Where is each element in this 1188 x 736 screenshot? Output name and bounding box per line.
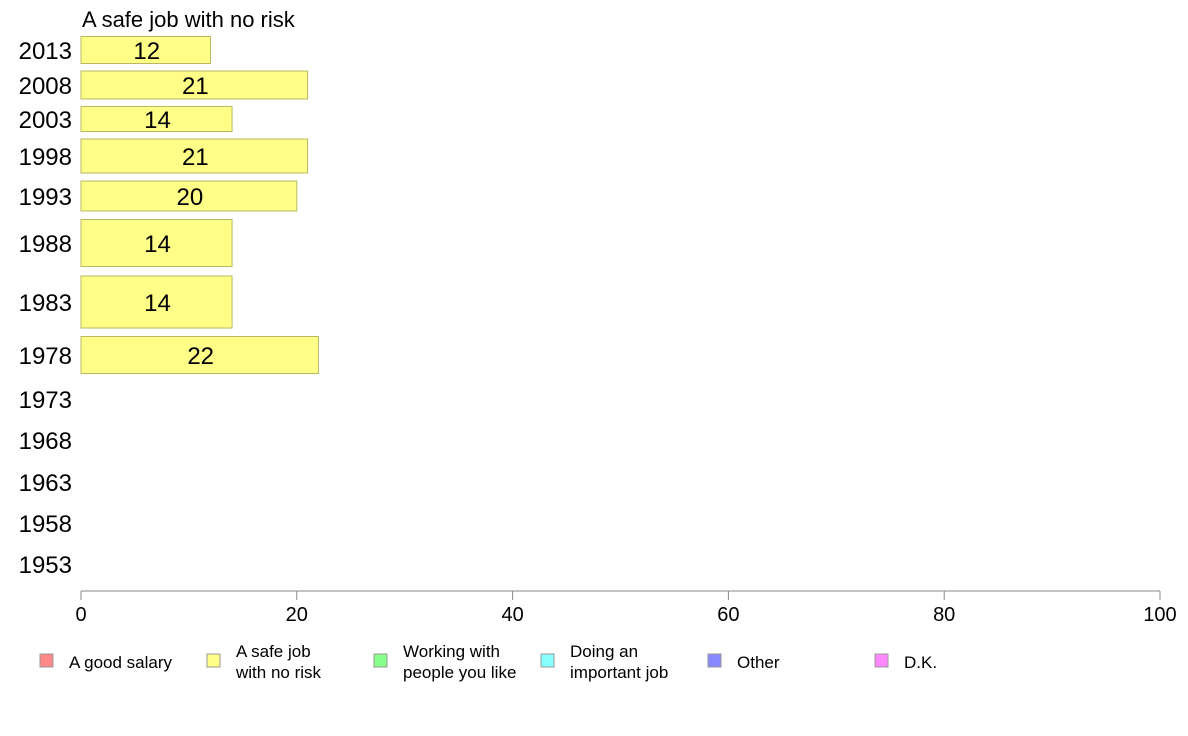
bar-1993 — [80, 180, 298, 212]
bar-1998 — [80, 138, 309, 174]
x-tick-label-20: 20 — [286, 604, 308, 626]
y-tick-label-1988: 1988 — [19, 231, 72, 258]
y-tick-label-1973: 1973 — [19, 387, 72, 414]
bar-2008 — [80, 70, 309, 100]
legend-swatch-4 — [707, 653, 722, 668]
y-tick-label-1998: 1998 — [19, 144, 72, 171]
legend-swatch-2 — [373, 653, 388, 668]
legend-swatch-0 — [39, 653, 54, 668]
bar-value-label-2013: 12 — [133, 38, 160, 65]
legend-label-1: A safe job with no risk — [235, 642, 322, 682]
x-tick-label-80: 80 — [933, 604, 955, 626]
bar-value-label-2003: 14 — [144, 107, 171, 134]
bar-1983 — [80, 275, 233, 329]
bar-value-label-1988: 14 — [144, 231, 171, 258]
legend-label-5: D.K. — [904, 653, 937, 672]
x-tick-label-100: 100 — [1143, 604, 1176, 626]
x-axis: 0 20 40 60 80 100 — [75, 590, 1177, 626]
y-tick-label-2003: 2003 — [19, 107, 72, 134]
y-tick-label-1953: 1953 — [19, 552, 72, 579]
y-tick-label-1968: 1968 — [19, 428, 72, 455]
x-tick-label-0: 0 — [75, 604, 86, 626]
legend-label-3: Doing an important job — [570, 642, 668, 682]
y-tick-label-1983: 1983 — [19, 290, 72, 317]
legend-label-0: A good salary — [69, 653, 173, 672]
bar-value-label-2008: 21 — [182, 73, 209, 100]
y-tick-label-1958: 1958 — [19, 511, 72, 538]
y-tick-label-2013: 2013 — [19, 38, 72, 65]
legend-swatch-1 — [206, 653, 221, 668]
chart-title: A safe job with no risk — [82, 7, 296, 32]
y-tick-label-1993: 1993 — [19, 184, 72, 211]
legend-label-2: Working with people you like — [403, 642, 516, 682]
y-tick-label-1963: 1963 — [19, 470, 72, 497]
legend: A good salary A safe job with no risk Worki… — [39, 642, 937, 682]
legend-swatch-5 — [874, 653, 889, 668]
bar-2003 — [80, 106, 233, 132]
legend-swatch-3 — [540, 653, 555, 668]
y-axis-labels: 2013 2008 2003 1998 1993 1988 1983 1978 1973 1968… — [19, 38, 72, 579]
bar-value-label-1983: 14 — [144, 290, 171, 317]
bar-value-label-1998: 21 — [182, 144, 209, 171]
bar-value-label-1993: 20 — [177, 184, 204, 211]
y-tick-label-1978: 1978 — [19, 343, 72, 370]
x-tick-label-60: 60 — [717, 604, 739, 626]
bar-2013 — [80, 36, 211, 64]
bar-1988 — [80, 219, 233, 267]
bar-value-label-1978: 22 — [187, 343, 214, 370]
legend-label-4: Other — [737, 653, 780, 672]
y-tick-label-2008: 2008 — [19, 73, 72, 100]
bar-1978 — [80, 336, 319, 374]
x-tick-label-40: 40 — [501, 604, 523, 626]
